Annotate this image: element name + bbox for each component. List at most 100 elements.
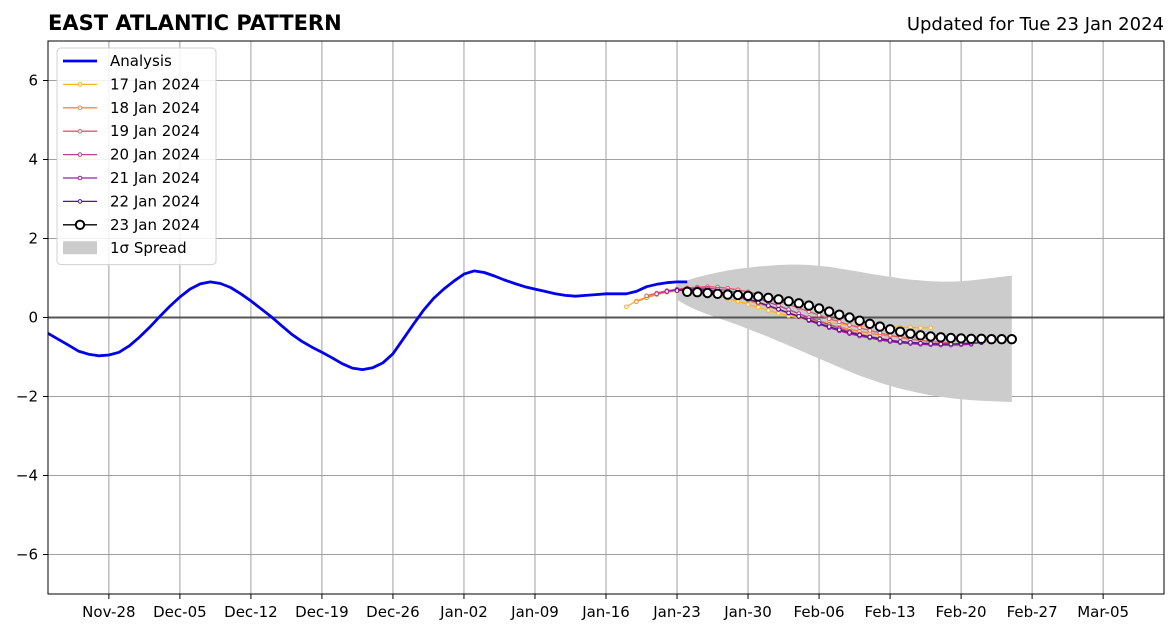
data-point: [1006, 334, 1017, 345]
data-point: [884, 324, 896, 335]
data-point: [766, 303, 771, 308]
data-point: [844, 312, 855, 323]
data-point: [786, 310, 791, 316]
x-tick-label: Feb-20: [936, 603, 987, 621]
data-point: [938, 341, 944, 347]
legend-entry: 23 Jan 2024: [63, 216, 200, 234]
y-tick-label: −6: [16, 546, 38, 564]
x-tick-label: Feb-06: [794, 603, 845, 621]
y-tick-label: −2: [16, 388, 38, 406]
legend-label: 20 Jan 2024: [110, 146, 200, 164]
y-tick-label: 0: [28, 309, 38, 327]
x-tick-label: Feb-13: [865, 603, 916, 621]
legend: Analysis 17 Jan 2024 18 Jan 2024 19 Jan 202…: [56, 47, 217, 266]
data-point: [966, 333, 977, 344]
data-point: [867, 328, 873, 333]
data-point: [813, 303, 825, 314]
legend-marker: [74, 219, 86, 231]
data-point: [928, 341, 934, 346]
data-point: [773, 294, 784, 305]
legend-entry: Analysis: [63, 52, 172, 70]
data-point: [847, 330, 852, 335]
y-tick-label: −4: [16, 467, 38, 485]
legend-marker: [77, 128, 83, 134]
data-point: [732, 289, 744, 301]
x-tick-label: Jan-02: [439, 603, 488, 621]
legend-entry: 17 Jan 2024: [63, 75, 200, 93]
legend-marker: [77, 152, 83, 157]
x-tick-label: Jan-09: [510, 603, 559, 621]
data-point: [986, 334, 997, 345]
data-point: [857, 332, 862, 338]
legend-marker: [77, 105, 83, 111]
data-point: [803, 300, 815, 311]
legend-entry: 1σ Spread: [63, 239, 187, 257]
chart-title: EAST ATLANTIC PATTERN: [48, 11, 342, 35]
x-tick-label: Dec-19: [295, 603, 349, 621]
y-tick-label: 2: [28, 230, 38, 248]
data-point: [874, 321, 886, 332]
data-point: [918, 325, 923, 331]
data-point: [776, 306, 781, 312]
legend-label: 1σ Spread: [110, 239, 187, 257]
legend-label: Analysis: [110, 52, 172, 70]
data-point: [945, 332, 957, 344]
data-point: [955, 333, 967, 344]
data-point: [877, 336, 883, 342]
legend-entry: 19 Jan 2024: [63, 122, 200, 140]
data-point: [857, 325, 862, 331]
data-point: [908, 340, 913, 345]
data-point: [826, 316, 832, 322]
data-point: [702, 287, 713, 299]
data-point: [816, 312, 822, 318]
data-point: [796, 314, 802, 319]
data-point: [644, 293, 649, 299]
data-point: [837, 319, 842, 325]
data-point: [824, 306, 835, 317]
data-point: [624, 304, 629, 310]
data-point: [816, 321, 822, 326]
data-point: [928, 325, 934, 331]
data-point: [996, 334, 1007, 345]
data-point: [887, 338, 893, 343]
series-line: [47, 269, 688, 371]
data-point: [692, 287, 703, 298]
data-point: [674, 288, 680, 293]
x-tick-label: Dec-05: [153, 603, 207, 621]
legend-label: 23 Jan 2024: [110, 216, 200, 234]
axis-layer: Nov-28 Dec-05 Dec-12 Dec-19 Dec-26 Jan-02 Jan-…: [16, 72, 1129, 622]
y-tick-label: 4: [28, 151, 38, 169]
data-point: [905, 328, 916, 339]
data-point: [722, 289, 733, 300]
legend-swatch: [63, 241, 97, 255]
data-point: [634, 299, 639, 305]
series-7: [682, 286, 1017, 345]
legend-entry: 20 Jan 2024: [63, 146, 200, 164]
data-point: [915, 330, 926, 341]
data-point: [837, 327, 842, 333]
legend-label: 21 Jan 2024: [110, 169, 200, 187]
data-point: [745, 302, 751, 307]
x-tick-label: Feb-27: [1007, 603, 1058, 621]
data-point: [682, 286, 693, 297]
data-point: [935, 332, 946, 343]
data-point: [742, 290, 754, 301]
x-tick-label: Jan-16: [581, 603, 630, 621]
data-point: [806, 317, 812, 323]
legend-box: [56, 47, 217, 266]
x-tick-label: Nov-28: [82, 603, 135, 621]
data-point: [783, 296, 794, 307]
legend-label: 18 Jan 2024: [110, 99, 200, 117]
data-point: [766, 308, 771, 313]
legend-marker: [77, 82, 83, 87]
data-point: [654, 291, 660, 297]
data-point: [834, 309, 845, 320]
data-point: [897, 339, 903, 344]
x-tick-label: Jan-23: [652, 603, 701, 621]
data-point: [918, 340, 923, 346]
x-tick-label: Mar-05: [1077, 603, 1129, 621]
legend-label: 17 Jan 2024: [110, 75, 200, 93]
data-point: [864, 318, 875, 329]
y-tick-label: 6: [28, 72, 38, 90]
series-layer: [47, 269, 1017, 371]
